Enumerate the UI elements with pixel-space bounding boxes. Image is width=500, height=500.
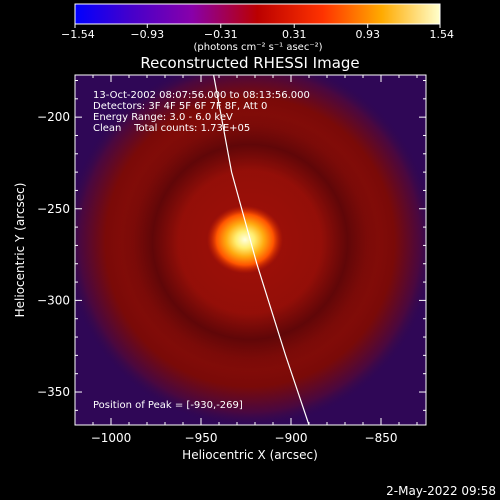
y-axis-ticks: −200 −250 −300 −350 [37, 79, 426, 411]
plot-area [75, 75, 426, 425]
x-tick-label: −1000 [91, 431, 132, 445]
y-tick-label: −350 [37, 385, 70, 399]
annotation-detectors: Detectors: 3F 4F 5F 6F 7F 8F, Att 0 [93, 101, 267, 112]
y-tick-label: −300 [37, 293, 70, 307]
y-axis-label: Heliocentric Y (arcsec) [13, 183, 27, 318]
x-tick-label: −850 [365, 431, 398, 445]
chart-title: Reconstructed RHESSI Image [140, 54, 359, 72]
peak-source [207, 205, 283, 274]
colorbar-tick-label: 0.93 [355, 28, 380, 41]
annotation-time: 13-Oct-2002 08:07:56.000 to 08:13:56.000 [93, 90, 310, 101]
annotation-block: 13-Oct-2002 08:07:56.000 to 08:13:56.000… [93, 90, 310, 134]
annotation-energy: Energy Range: 3.0 - 6.0 keV [93, 112, 233, 123]
annotation-clean: Clean Total counts: 1.73E+05 [93, 123, 250, 134]
colorbar-unit-label: (photons cm⁻² s⁻¹ asec⁻²) [193, 42, 322, 53]
plot-frame [74, 74, 427, 426]
peak-position-label: Position of Peak = [-930,-269] [93, 400, 243, 411]
y-tick-label: −250 [37, 202, 70, 216]
y-tick-label: −200 [37, 110, 70, 124]
colorbar-ticks: −1.54 −0.93 −0.31 0.31 0.93 1.54 [61, 24, 454, 41]
footer-timestamp: 2-May-2022 09:58 [386, 484, 496, 498]
x-tick-label: −900 [275, 431, 308, 445]
colorbar-tick-label: −0.93 [130, 28, 164, 41]
x-tick-label: −950 [185, 431, 218, 445]
colorbar-tick-label: 1.54 [430, 28, 455, 41]
colorbar [74, 3, 441, 25]
x-axis-label: Heliocentric X (arcsec) [182, 448, 318, 462]
x-axis-ticks: −1000 −950 −900 −850 [91, 75, 418, 445]
colorbar-tick-label: −1.54 [61, 28, 95, 41]
colorbar-tick-label: −0.31 [204, 28, 238, 41]
colorbar-tick-label: 0.31 [282, 28, 307, 41]
solar-limb-curve [213, 75, 310, 425]
